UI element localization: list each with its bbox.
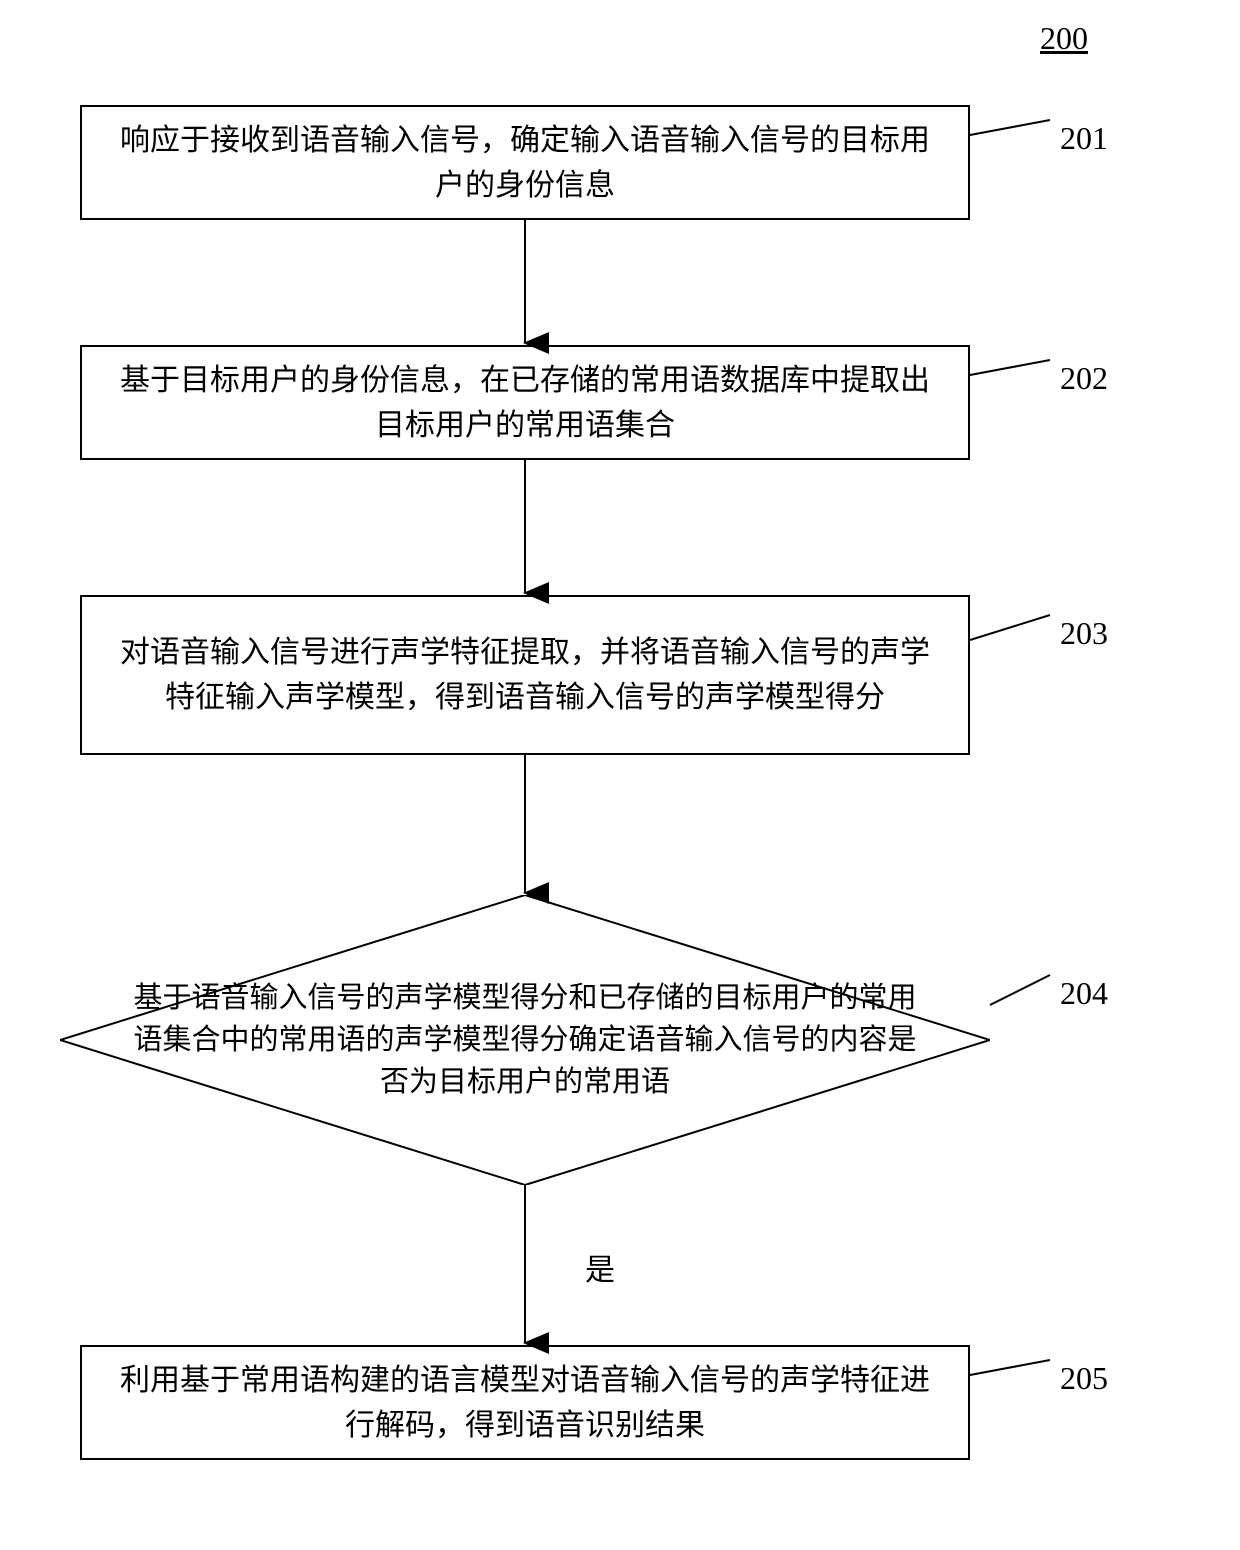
edge-label-yes: 是	[585, 1245, 615, 1289]
flowchart-decision-4-label: 204	[1060, 975, 1108, 1012]
flowchart-step-2-label: 202	[1060, 360, 1108, 397]
connectors-svg	[0, 0, 1240, 1550]
diagram-title: 200	[1040, 20, 1088, 57]
flowchart-decision-4-text: 基于语音输入信号的声学模型得分和已存储的目标用户的常用语集合中的常用语的声学模型…	[60, 977, 990, 1103]
flowchart-canvas: 200 响应于接收到语音输入信号，确定输入语音输入信号的目标用户的身份信息 20…	[0, 0, 1240, 1550]
flowchart-step-5: 利用基于常用语构建的语言模型对语音输入信号的声学特征进行解码，得到语音识别结果	[80, 1345, 970, 1460]
flowchart-step-3: 对语音输入信号进行声学特征提取，并将语音输入信号的声学特征输入声学模型，得到语音…	[80, 595, 970, 755]
flowchart-step-3-label: 203	[1060, 615, 1108, 652]
flowchart-step-2: 基于目标用户的身份信息，在已存储的常用语数据库中提取出目标用户的常用语集合	[80, 345, 970, 460]
flowchart-step-1: 响应于接收到语音输入信号，确定输入语音输入信号的目标用户的身份信息	[80, 105, 970, 220]
flowchart-step-3-text: 对语音输入信号进行声学特征提取，并将语音输入信号的声学特征输入声学模型，得到语音…	[112, 630, 938, 720]
flowchart-step-5-text: 利用基于常用语构建的语言模型对语音输入信号的声学特征进行解码，得到语音识别结果	[112, 1358, 938, 1448]
flowchart-step-1-label: 201	[1060, 120, 1108, 157]
flowchart-decision-4: 基于语音输入信号的声学模型得分和已存储的目标用户的常用语集合中的常用语的声学模型…	[60, 895, 990, 1185]
flowchart-step-2-text: 基于目标用户的身份信息，在已存储的常用语数据库中提取出目标用户的常用语集合	[112, 358, 938, 448]
flowchart-step-1-text: 响应于接收到语音输入信号，确定输入语音输入信号的目标用户的身份信息	[112, 118, 938, 208]
flowchart-step-5-label: 205	[1060, 1360, 1108, 1397]
